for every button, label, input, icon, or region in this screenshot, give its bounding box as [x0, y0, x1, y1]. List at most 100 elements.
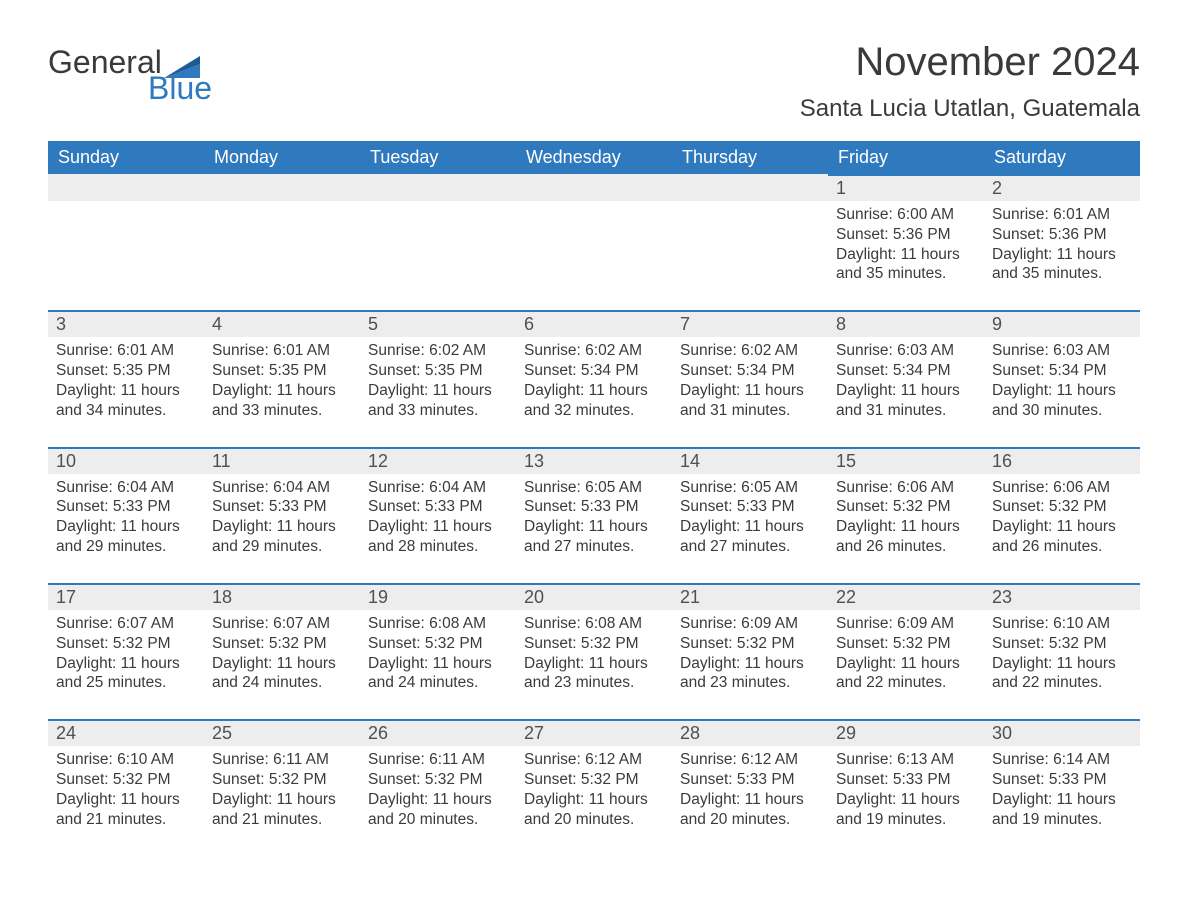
daylight-line: Daylight: 11 hours and 33 minutes. [368, 381, 508, 421]
sunset-line: Sunset: 5:32 PM [836, 497, 976, 517]
daylight-line: Daylight: 11 hours and 19 minutes. [992, 790, 1132, 830]
calendar-week: 3Sunrise: 6:01 AMSunset: 5:35 PMDaylight… [48, 310, 1140, 446]
day-number: 7 [672, 310, 828, 337]
day-details: Sunrise: 6:02 AMSunset: 5:34 PMDaylight:… [516, 337, 672, 446]
day-details: Sunrise: 6:06 AMSunset: 5:32 PMDaylight:… [828, 474, 984, 583]
calendar-cell: 11Sunrise: 6:04 AMSunset: 5:33 PMDayligh… [204, 447, 360, 583]
calendar-week: 24Sunrise: 6:10 AMSunset: 5:32 PMDayligh… [48, 719, 1140, 855]
sunset-line: Sunset: 5:35 PM [56, 361, 196, 381]
calendar-cell: 17Sunrise: 6:07 AMSunset: 5:32 PMDayligh… [48, 583, 204, 719]
day-details: Sunrise: 6:12 AMSunset: 5:33 PMDaylight:… [672, 746, 828, 855]
calendar-cell: 2Sunrise: 6:01 AMSunset: 5:36 PMDaylight… [984, 174, 1140, 310]
weekday-header: Friday [828, 141, 984, 174]
calendar-cell: 21Sunrise: 6:09 AMSunset: 5:32 PMDayligh… [672, 583, 828, 719]
day-details [672, 201, 828, 297]
weekday-header: Tuesday [360, 141, 516, 174]
sunrise-line: Sunrise: 6:11 AM [368, 750, 508, 770]
day-number: 30 [984, 719, 1140, 746]
sunrise-line: Sunrise: 6:12 AM [524, 750, 664, 770]
sunrise-line: Sunrise: 6:06 AM [836, 478, 976, 498]
weekday-header: Sunday [48, 141, 204, 174]
sunrise-line: Sunrise: 6:07 AM [212, 614, 352, 634]
day-number: 17 [48, 583, 204, 610]
calendar-cell: 10Sunrise: 6:04 AMSunset: 5:33 PMDayligh… [48, 447, 204, 583]
daylight-line: Daylight: 11 hours and 26 minutes. [992, 517, 1132, 557]
sunrise-line: Sunrise: 6:08 AM [524, 614, 664, 634]
calendar-cell: 3Sunrise: 6:01 AMSunset: 5:35 PMDaylight… [48, 310, 204, 446]
sunset-line: Sunset: 5:33 PM [212, 497, 352, 517]
sunset-line: Sunset: 5:32 PM [212, 770, 352, 790]
sunset-line: Sunset: 5:32 PM [524, 634, 664, 654]
calendar-cell [48, 174, 204, 310]
daylight-line: Daylight: 11 hours and 29 minutes. [212, 517, 352, 557]
calendar-cell: 4Sunrise: 6:01 AMSunset: 5:35 PMDaylight… [204, 310, 360, 446]
calendar-cell: 1Sunrise: 6:00 AMSunset: 5:36 PMDaylight… [828, 174, 984, 310]
day-details: Sunrise: 6:13 AMSunset: 5:33 PMDaylight:… [828, 746, 984, 855]
calendar-cell: 15Sunrise: 6:06 AMSunset: 5:32 PMDayligh… [828, 447, 984, 583]
daylight-line: Daylight: 11 hours and 23 minutes. [524, 654, 664, 694]
daylight-line: Daylight: 11 hours and 24 minutes. [212, 654, 352, 694]
sunset-line: Sunset: 5:35 PM [212, 361, 352, 381]
calendar-cell: 30Sunrise: 6:14 AMSunset: 5:33 PMDayligh… [984, 719, 1140, 855]
daylight-line: Daylight: 11 hours and 20 minutes. [524, 790, 664, 830]
sunset-line: Sunset: 5:32 PM [992, 634, 1132, 654]
daylight-line: Daylight: 11 hours and 30 minutes. [992, 381, 1132, 421]
daylight-line: Daylight: 11 hours and 28 minutes. [368, 517, 508, 557]
daylight-line: Daylight: 11 hours and 22 minutes. [836, 654, 976, 694]
calendar-cell: 6Sunrise: 6:02 AMSunset: 5:34 PMDaylight… [516, 310, 672, 446]
day-number: 24 [48, 719, 204, 746]
calendar-week: 1Sunrise: 6:00 AMSunset: 5:36 PMDaylight… [48, 174, 1140, 310]
day-number: 18 [204, 583, 360, 610]
day-number: 11 [204, 447, 360, 474]
day-details: Sunrise: 6:04 AMSunset: 5:33 PMDaylight:… [360, 474, 516, 583]
day-details: Sunrise: 6:05 AMSunset: 5:33 PMDaylight:… [516, 474, 672, 583]
daylight-line: Daylight: 11 hours and 20 minutes. [368, 790, 508, 830]
day-details [204, 201, 360, 297]
day-number [360, 174, 516, 201]
sunset-line: Sunset: 5:32 PM [56, 770, 196, 790]
calendar-cell: 20Sunrise: 6:08 AMSunset: 5:32 PMDayligh… [516, 583, 672, 719]
sunrise-line: Sunrise: 6:04 AM [368, 478, 508, 498]
day-details: Sunrise: 6:12 AMSunset: 5:32 PMDaylight:… [516, 746, 672, 855]
sunrise-line: Sunrise: 6:06 AM [992, 478, 1132, 498]
daylight-line: Daylight: 11 hours and 33 minutes. [212, 381, 352, 421]
day-number: 26 [360, 719, 516, 746]
day-number: 27 [516, 719, 672, 746]
day-number: 9 [984, 310, 1140, 337]
day-number: 21 [672, 583, 828, 610]
day-number [672, 174, 828, 201]
day-number: 16 [984, 447, 1140, 474]
sunset-line: Sunset: 5:34 PM [680, 361, 820, 381]
sunrise-line: Sunrise: 6:07 AM [56, 614, 196, 634]
sunset-line: Sunset: 5:33 PM [992, 770, 1132, 790]
sunrise-line: Sunrise: 6:13 AM [836, 750, 976, 770]
day-number: 14 [672, 447, 828, 474]
sunset-line: Sunset: 5:32 PM [368, 634, 508, 654]
daylight-line: Daylight: 11 hours and 21 minutes. [212, 790, 352, 830]
calendar-cell: 24Sunrise: 6:10 AMSunset: 5:32 PMDayligh… [48, 719, 204, 855]
daylight-line: Daylight: 11 hours and 23 minutes. [680, 654, 820, 694]
sunset-line: Sunset: 5:32 PM [836, 634, 976, 654]
brand-line2: Blue [148, 72, 212, 104]
day-number: 19 [360, 583, 516, 610]
calendar-cell: 8Sunrise: 6:03 AMSunset: 5:34 PMDaylight… [828, 310, 984, 446]
day-number [516, 174, 672, 201]
calendar-cell: 13Sunrise: 6:05 AMSunset: 5:33 PMDayligh… [516, 447, 672, 583]
header-bar: General Blue November 2024 Santa Lucia U… [48, 40, 1140, 123]
sunrise-line: Sunrise: 6:05 AM [524, 478, 664, 498]
sunrise-line: Sunrise: 6:02 AM [680, 341, 820, 361]
calendar-cell [516, 174, 672, 310]
day-details [360, 201, 516, 297]
day-details: Sunrise: 6:06 AMSunset: 5:32 PMDaylight:… [984, 474, 1140, 583]
sunset-line: Sunset: 5:33 PM [368, 497, 508, 517]
day-details: Sunrise: 6:07 AMSunset: 5:32 PMDaylight:… [204, 610, 360, 719]
day-details: Sunrise: 6:10 AMSunset: 5:32 PMDaylight:… [48, 746, 204, 855]
day-details: Sunrise: 6:01 AMSunset: 5:35 PMDaylight:… [48, 337, 204, 446]
weekday-header-row: SundayMondayTuesdayWednesdayThursdayFrid… [48, 141, 1140, 174]
day-number: 25 [204, 719, 360, 746]
calendar-cell: 29Sunrise: 6:13 AMSunset: 5:33 PMDayligh… [828, 719, 984, 855]
calendar-cell [204, 174, 360, 310]
daylight-line: Daylight: 11 hours and 20 minutes. [680, 790, 820, 830]
calendar-table: SundayMondayTuesdayWednesdayThursdayFrid… [48, 141, 1140, 856]
day-number: 13 [516, 447, 672, 474]
